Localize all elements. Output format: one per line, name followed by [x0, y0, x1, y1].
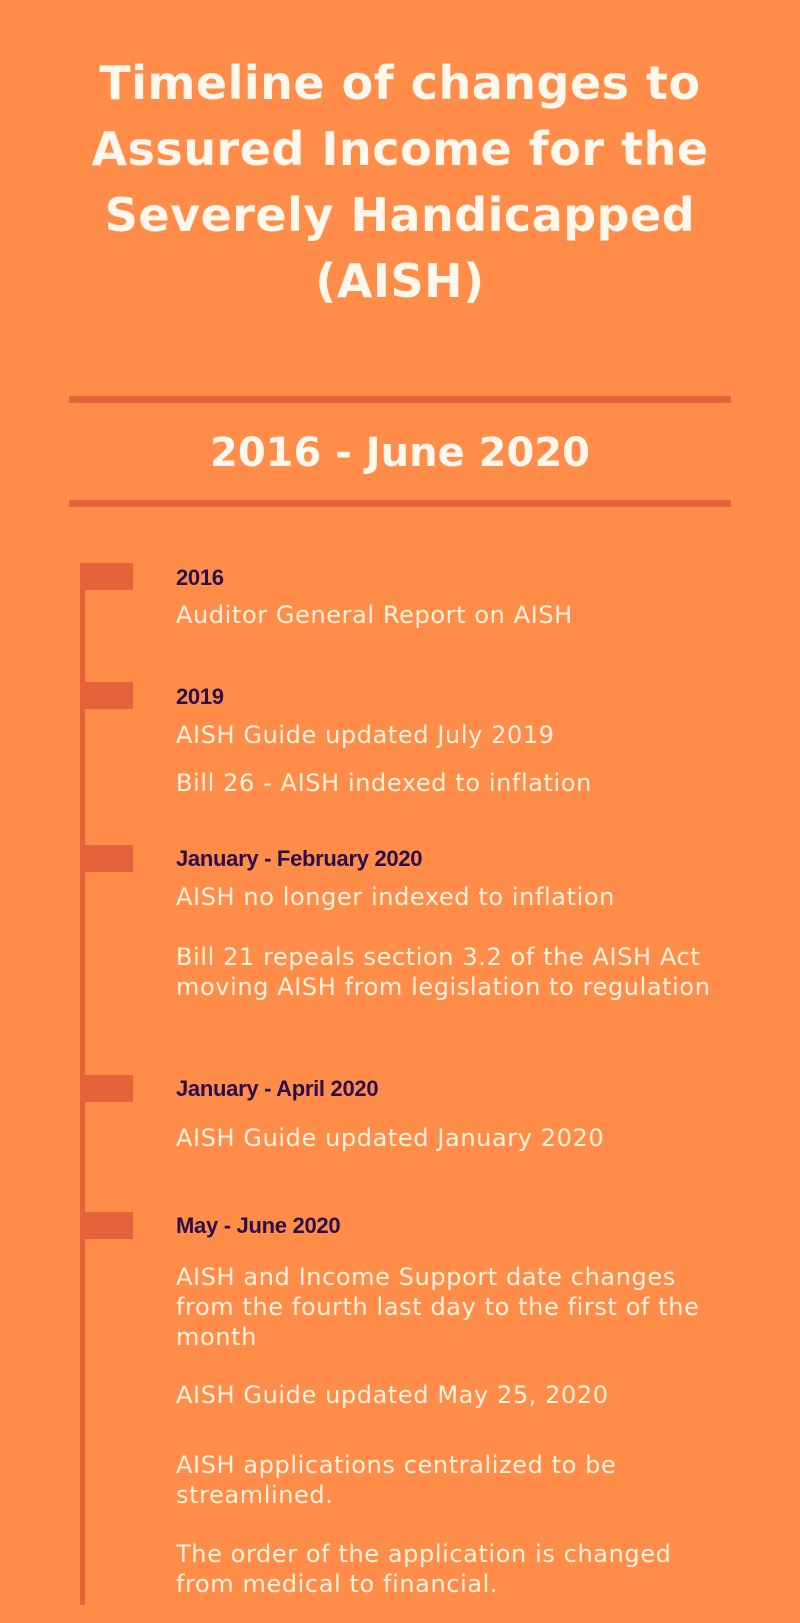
timeline-item: AISH no longer indexed to inflation: [176, 883, 615, 911]
timeline-item: AISH Guide updated January 2020: [176, 1124, 605, 1152]
title-line: Timeline of changes to: [99, 56, 701, 110]
timeline-marker: [80, 682, 133, 709]
timeline-item: AISH Guide updated May 25, 2020: [176, 1381, 609, 1409]
timeline-item: AISH Guide updated July 2019: [176, 721, 555, 749]
top-divider: [69, 396, 731, 403]
page-title: Timeline of changes to Assured Income fo…: [0, 50, 800, 314]
section-label-jan-feb-2020: January - February 2020: [176, 846, 423, 871]
section-label-2016: 2016: [176, 565, 224, 590]
timeline-item: AISH applications centralized to be stre…: [176, 1451, 617, 1509]
section-label-jan-apr-2020: January - April 2020: [176, 1076, 379, 1101]
title-line: Assured Income for the: [91, 122, 709, 176]
title-line: (AISH): [315, 254, 485, 308]
bottom-divider: [69, 500, 731, 507]
timeline-marker: [80, 1212, 133, 1239]
timeline-item: Auditor General Report on AISH: [176, 601, 573, 629]
section-label-may-june-2020: May - June 2020: [176, 1213, 341, 1238]
timeline-item: The order of the application is changed …: [176, 1540, 672, 1598]
section-label-2019: 2019: [176, 684, 224, 709]
date-range-subtitle: 2016 - June 2020: [210, 430, 590, 476]
timeline-marker: [80, 845, 133, 872]
timeline-item: AISH and Income Support date changes fro…: [176, 1263, 700, 1351]
timeline-marker: [80, 563, 133, 590]
title-line: Severely Handicapped: [104, 188, 696, 242]
timeline-item: Bill 21 repeals section 3.2 of the AISH …: [176, 943, 711, 1001]
timeline-item: Bill 26 - AISH indexed to inflation: [176, 769, 592, 797]
timeline-marker: [80, 1075, 133, 1102]
